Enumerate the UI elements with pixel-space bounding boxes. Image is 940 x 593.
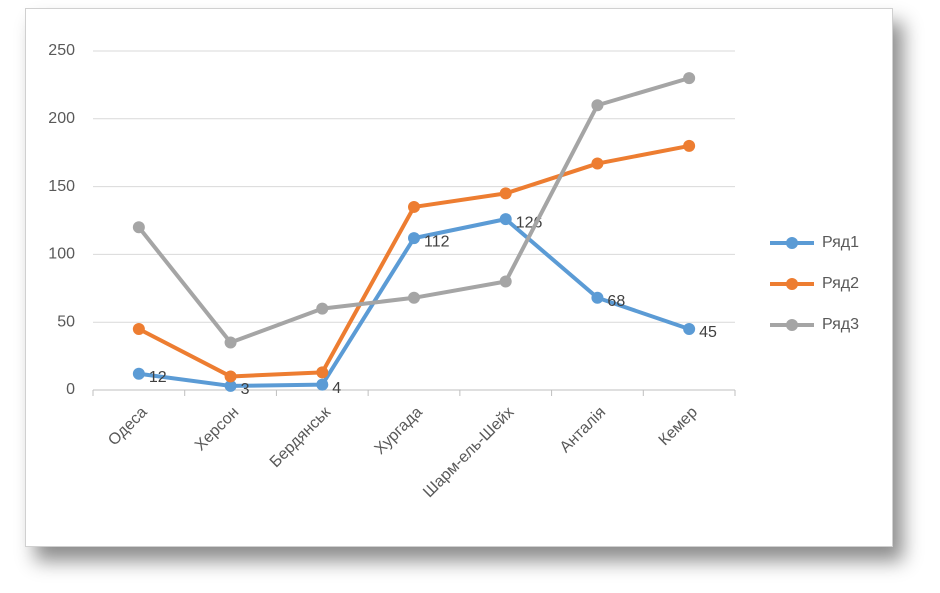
legend-marker [786,237,798,249]
legend-marker [786,278,798,290]
y-tick-label: 150 [48,178,75,195]
y-tick-label: 100 [48,246,75,263]
marker [591,157,604,170]
data-label: 45 [699,324,717,341]
marker [132,221,145,234]
marker [499,275,512,288]
marker [591,99,604,112]
marker [683,322,696,335]
data-label: 68 [607,293,625,310]
marker [683,72,696,85]
data-label: 12 [149,369,167,386]
marker [408,291,420,304]
marker [591,291,604,304]
series-line [136,143,692,379]
marker [499,213,512,226]
marker [316,378,329,391]
chart-card [25,8,893,547]
marker [408,200,420,213]
data-label: 112 [424,233,450,250]
data-label: 4 [332,380,341,397]
marker [224,336,237,349]
x-tick-label: Бердянськ [267,403,335,471]
x-tick-label: Одеса [105,404,150,449]
marker [408,232,420,245]
marker [224,379,237,392]
marker [683,139,696,152]
y-tick-label: 200 [48,110,75,127]
marker [316,366,329,379]
legend-marker [786,319,798,331]
marker [224,370,237,383]
y-tick-label: 250 [48,42,75,59]
x-tick-label: Хургада [372,404,426,458]
marker [316,302,329,315]
y-tick-label: 0 [66,381,75,398]
marker [132,322,145,335]
legend-label: Ряд2 [822,275,859,292]
marker [499,187,512,200]
legend-label: Ряд3 [822,316,859,333]
x-tick-label: Анталія [557,404,609,456]
legend-label: Ряд1 [822,234,859,251]
x-tick-label: Кемер [656,404,701,449]
x-tick-label: Херсон [192,404,242,454]
x-tick-label: Шарм-ель-Шейх [420,404,517,501]
y-tick-label: 50 [57,313,75,330]
marker [132,367,145,380]
data-label: 3 [241,381,250,398]
